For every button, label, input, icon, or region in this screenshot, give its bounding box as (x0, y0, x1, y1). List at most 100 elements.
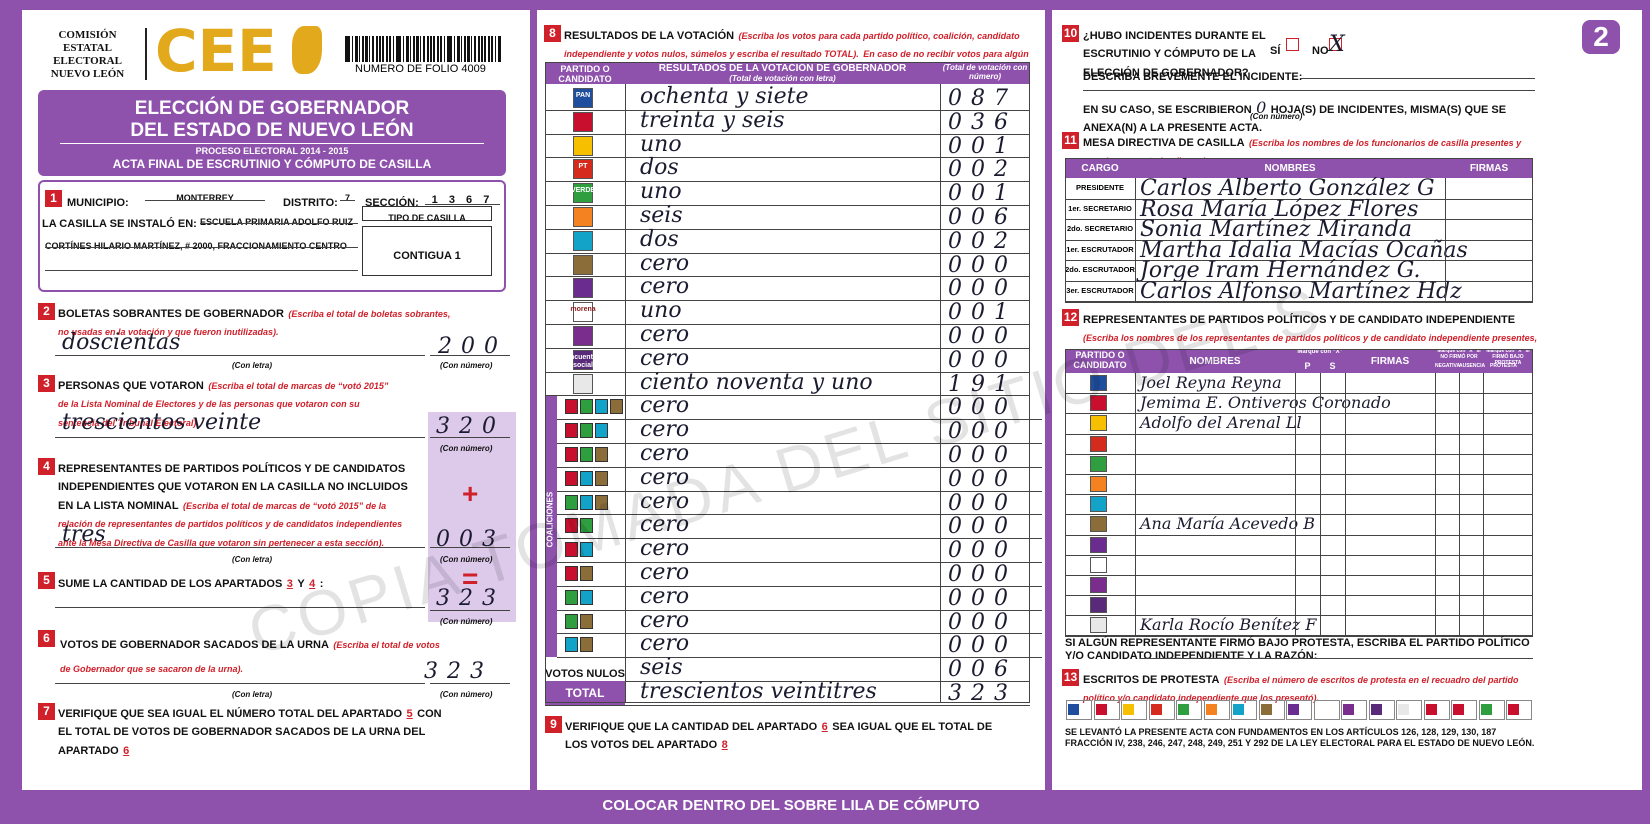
rule (1065, 595, 1533, 597)
rule (557, 562, 1042, 563)
handwritten-number: 000 (948, 443, 1017, 468)
barcode-bar (443, 36, 446, 62)
handwritten-words: uno (640, 179, 682, 204)
section-heading-text: SUME LA CANTIDAD DE LOS APARTADOS (58, 578, 283, 590)
field-label-text: (Con letra) (232, 361, 272, 370)
handwritten-words-text: cero (640, 250, 690, 276)
section-number: 9 (545, 717, 562, 732)
col-sep (1295, 373, 1296, 636)
rule (545, 133, 1030, 135)
coalition-icon (580, 613, 593, 629)
handwritten-name-text: Carlos Alberto González G (1140, 176, 1435, 201)
incidents-line-text: 0 (1256, 98, 1267, 117)
col-header: PROTESTA (1490, 363, 1530, 370)
field-label-text: (Con número) (440, 361, 493, 370)
coalition-icon (580, 494, 593, 510)
rule (1065, 239, 1533, 241)
footer: COLOCAR DENTRO DEL SOBRE LILA DE CÓMPUTO (537, 797, 1045, 814)
handwritten-words-text: seis (640, 203, 683, 228)
handwritten-name: Ana María Acevedo B (1140, 515, 1315, 533)
rule (545, 704, 1030, 706)
handwritten-number: 000 (948, 586, 1017, 611)
field-label: (Con número) (440, 611, 492, 629)
value: 1 3 6 7 (425, 190, 500, 208)
rule (1065, 433, 1533, 435)
section-number-box (1062, 669, 1079, 686)
title-line-text: DEL ESTADO DE NUEVO LEÓN (130, 120, 414, 141)
protest-box (1423, 700, 1450, 720)
rule (545, 205, 1030, 206)
section-heading-text: CON EL TOTAL DE VOTOS DE GOBERNADOR SACA… (58, 708, 442, 757)
barcode-bar (494, 36, 497, 62)
label: TIPO DE CASILLA (362, 208, 492, 226)
handwritten-number: 087 (948, 86, 1017, 111)
protest-box (1231, 700, 1257, 720)
coalition-icon (580, 566, 593, 581)
field-label-text: (Con número) (440, 690, 493, 699)
handwritten-words-text: cero (640, 417, 690, 443)
protest-box (1451, 700, 1477, 720)
handwritten-words-text: cero (640, 464, 690, 490)
party-icon (573, 254, 593, 275)
handwritten-number-text: 191 (948, 371, 1017, 397)
handwritten-number-text: 000 (948, 585, 1017, 611)
rule (1065, 301, 1533, 303)
barcode-bar (382, 36, 384, 62)
row-label-text: TOTAL (565, 686, 605, 700)
value-text: CONTIGUA 1 (393, 250, 461, 262)
handwritten-words: dos (640, 227, 679, 252)
barcode-bar (413, 36, 415, 62)
handwritten-name-text: Rosa María López Flores (1140, 196, 1419, 222)
barcode-bar (365, 36, 368, 62)
rule (1083, 90, 1535, 91)
section-number-text: 1 (50, 191, 57, 205)
party-icon (1090, 395, 1107, 412)
handwritten-number-text: 323 (436, 586, 505, 611)
handwritten-number-text: 000 (948, 276, 1017, 302)
col-sep (1445, 178, 1446, 302)
col-header: NEGATIVA (1435, 363, 1460, 370)
handwritten-words-text: cero (640, 345, 690, 371)
operator-text: + (462, 478, 479, 509)
party-icon (1090, 617, 1107, 634)
handwritten-number-text: 001 (948, 181, 1017, 207)
handwritten-number-text: 002 (948, 228, 1017, 254)
rule (545, 324, 1030, 325)
coalition-icon (580, 589, 593, 605)
handwritten-number-text: 000 (948, 538, 1017, 564)
coalition-icon (580, 542, 593, 558)
value: CORTÍNES HILARIO MARTÍNEZ, # 2000, FRACC… (45, 236, 347, 254)
barcode-bar (372, 36, 374, 62)
rule (1065, 260, 1533, 262)
handwritten-number-text: 087 (948, 86, 1017, 111)
barcode-bar (433, 36, 435, 62)
handwritten-number-text: 000 (948, 252, 1017, 278)
handwritten-words: uno (640, 132, 682, 157)
party-icon (1095, 704, 1107, 715)
protest-box (1176, 700, 1202, 720)
party-icon-label: VERDE (560, 187, 606, 195)
party-icon (1480, 704, 1492, 715)
coalition-icon (580, 423, 593, 439)
rule (425, 204, 500, 205)
handwritten-words: seis (640, 203, 683, 228)
field-label: (Con número) (1250, 112, 1302, 122)
rule (1065, 554, 1533, 556)
party-icon (1370, 704, 1382, 715)
label-text: MUNICIPIO: (67, 197, 129, 209)
handwritten-number-text: 323 (424, 659, 493, 684)
col-header-text: Marque con “X” si FIRMÓ BAJO PROTESTA (1486, 348, 1530, 366)
barcode-bar (470, 36, 473, 62)
section-heading: ESCRITOS DE PROTESTA (Escriba el número … (1083, 670, 1533, 707)
field-label-text: (Con número) (440, 555, 493, 564)
field-label: (Con letra) (232, 684, 272, 702)
protest-box (1093, 700, 1120, 720)
protest-box (1203, 700, 1230, 720)
check-mark: X (1329, 32, 1345, 57)
value: ESCUELA PRIMARIA ADOLFO RUIZ (200, 212, 353, 230)
handwritten-name-text: Carlos Alfonso Martínez Hdz (1140, 279, 1462, 304)
section-number: 3 (38, 376, 55, 391)
handwritten-name: Adolfo del Arenal Ll (1140, 414, 1302, 432)
coalition-icon (595, 423, 608, 439)
rule (545, 109, 1030, 111)
